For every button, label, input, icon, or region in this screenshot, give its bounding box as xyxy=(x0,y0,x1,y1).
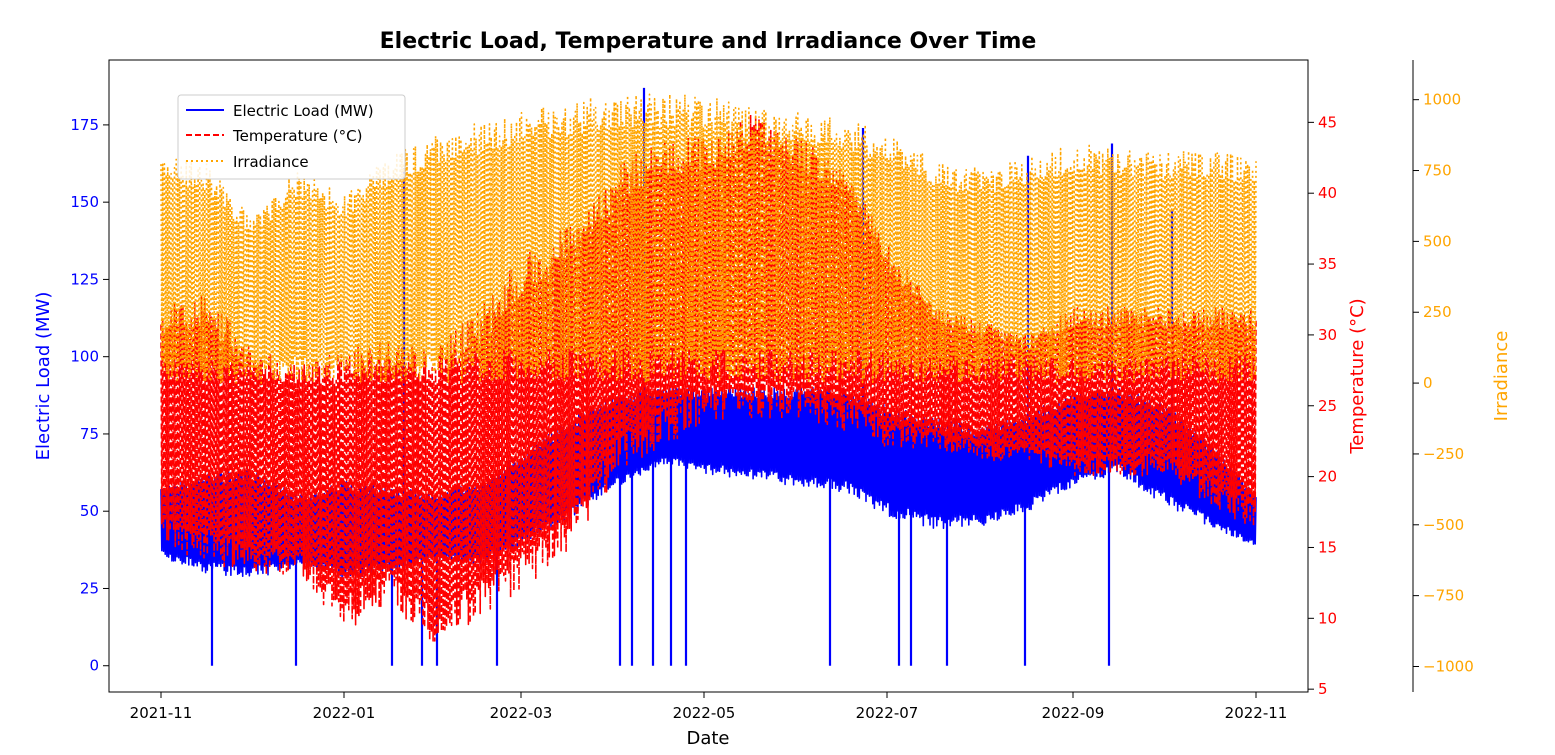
y-far-right-tick-label: −750 xyxy=(1423,587,1464,605)
y-right-tick-label: 45 xyxy=(1318,113,1337,131)
legend: Electric Load (MW) Temperature (°C) Irra… xyxy=(177,94,406,180)
x-tick-label: 2022-01 xyxy=(313,704,376,722)
x-tick-label: 2022-05 xyxy=(673,704,736,722)
y-far-right-tick-label: −250 xyxy=(1423,445,1464,463)
y-far-right-tick-label: 250 xyxy=(1423,303,1452,321)
y-far-right-tick-label: −1000 xyxy=(1423,657,1474,675)
y-far-right-tick-label: 1000 xyxy=(1423,91,1461,109)
y-right-tick-label: 5 xyxy=(1318,680,1328,698)
y-right-tick-label: 15 xyxy=(1318,538,1337,556)
y-left-tick-label: 175 xyxy=(70,116,99,134)
x-tick-label: 2022-03 xyxy=(490,704,553,722)
legend-label-temperature: Temperature (°C) xyxy=(232,127,362,145)
legend-label-load: Electric Load (MW) xyxy=(233,102,374,120)
y-axis-left-label: Electric Load (MW) xyxy=(33,292,54,461)
legend-label-irradiance: Irradiance xyxy=(233,153,309,171)
legend-box xyxy=(177,94,406,180)
y-right-tick-label: 30 xyxy=(1318,326,1337,344)
y-left-tick-label: 75 xyxy=(80,425,99,443)
y-far-right-tick-label: −500 xyxy=(1423,516,1464,534)
y-left-tick-label: 0 xyxy=(89,657,99,675)
x-axis: 2021-11 2022-01 2022-03 2022-05 2022-07 2022-… xyxy=(130,692,1288,722)
x-tick-label: 2022-09 xyxy=(1042,704,1105,722)
plot-frame xyxy=(108,59,1309,693)
y-left-tick-label: 100 xyxy=(70,348,99,366)
chart-title: Electric Load, Temperature and Irradianc… xyxy=(380,29,1037,54)
y-axis-left: 0 25 50 75 100 125 150 175 xyxy=(70,116,109,675)
y-far-right-tick-label: 500 xyxy=(1423,232,1452,250)
y-far-right-tick-label: 0 xyxy=(1423,374,1433,392)
y-axis-far-right: −1000 −750 −500 −250 0 250 500 750 1000 xyxy=(1412,60,1474,692)
y-left-tick-label: 50 xyxy=(80,502,99,520)
y-left-tick-label: 150 xyxy=(70,193,99,211)
series-layer xyxy=(160,87,1257,666)
y-axis-right-label: Temperature (°C) xyxy=(1347,298,1368,454)
y-right-tick-label: 20 xyxy=(1318,468,1337,486)
y-left-tick-label: 125 xyxy=(70,270,99,288)
y-left-tick-label: 25 xyxy=(80,579,99,597)
y-axis-right: 5 10 15 20 25 30 35 40 45 xyxy=(1308,113,1337,698)
y-right-tick-label: 35 xyxy=(1318,255,1337,273)
x-axis-label: Date xyxy=(686,728,729,749)
x-tick-label: 2021-11 xyxy=(130,704,193,722)
x-tick-label: 2022-11 xyxy=(1225,704,1288,722)
y-axis-far-right-label: Irradiance xyxy=(1491,331,1512,422)
y-right-tick-label: 10 xyxy=(1318,609,1337,627)
y-far-right-tick-label: 750 xyxy=(1423,162,1452,180)
y-right-tick-label: 25 xyxy=(1318,397,1337,415)
y-right-tick-label: 40 xyxy=(1318,184,1337,202)
x-tick-label: 2022-07 xyxy=(856,704,919,722)
series-line-irradiance xyxy=(160,93,1257,384)
